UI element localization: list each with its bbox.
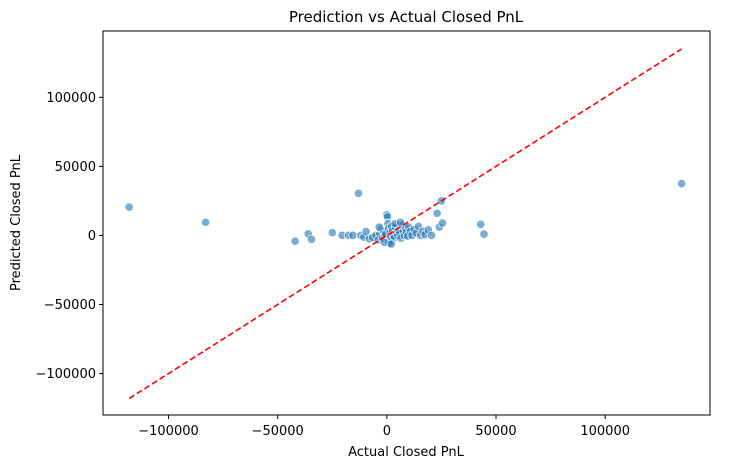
plot-area-frame <box>102 30 711 416</box>
y-axis-label: Predicted Closed PnL <box>9 154 24 291</box>
data-point-57 <box>427 230 437 240</box>
points-layer <box>124 179 687 249</box>
x-tick-label: 0 <box>383 424 391 439</box>
data-point-9 <box>353 188 364 198</box>
y-tick-label: 100000 <box>46 91 96 106</box>
data-point-64 <box>677 179 687 189</box>
data-point-68 <box>395 217 405 227</box>
reference-line <box>128 48 683 400</box>
y-tick-label: −50000 <box>44 298 96 313</box>
y-tick-label: 50000 <box>55 160 96 175</box>
reference-line-layer <box>128 48 683 400</box>
x-tick-label: −50000 <box>252 424 304 439</box>
x-axis-label: Actual Closed PnL <box>348 445 465 460</box>
data-point-61 <box>437 218 448 228</box>
data-point-8 <box>348 230 358 240</box>
data-point-66 <box>386 239 396 249</box>
x-tick-label: 50000 <box>475 424 516 439</box>
x-axis-ticks: −100000 −50000 0 50000 100000 <box>138 415 630 439</box>
x-tick-label: −100000 <box>138 424 199 439</box>
data-point-62 <box>476 219 486 229</box>
data-point-69 <box>374 222 384 232</box>
y-axis-ticks: −100000 −50000 0 50000 100000 <box>35 91 103 382</box>
chart-title: Prediction vs Actual Closed PnL <box>289 8 524 26</box>
data-point-4 <box>306 234 317 244</box>
data-point-5 <box>327 228 337 238</box>
y-tick-label: 0 <box>88 229 96 244</box>
data-point-1 <box>201 217 211 227</box>
data-point-0 <box>124 202 134 212</box>
data-point-58 <box>432 208 442 218</box>
data-point-63 <box>479 229 489 239</box>
x-tick-label: 100000 <box>580 424 630 439</box>
data-point-2 <box>290 236 300 246</box>
y-tick-label: −100000 <box>35 367 96 382</box>
